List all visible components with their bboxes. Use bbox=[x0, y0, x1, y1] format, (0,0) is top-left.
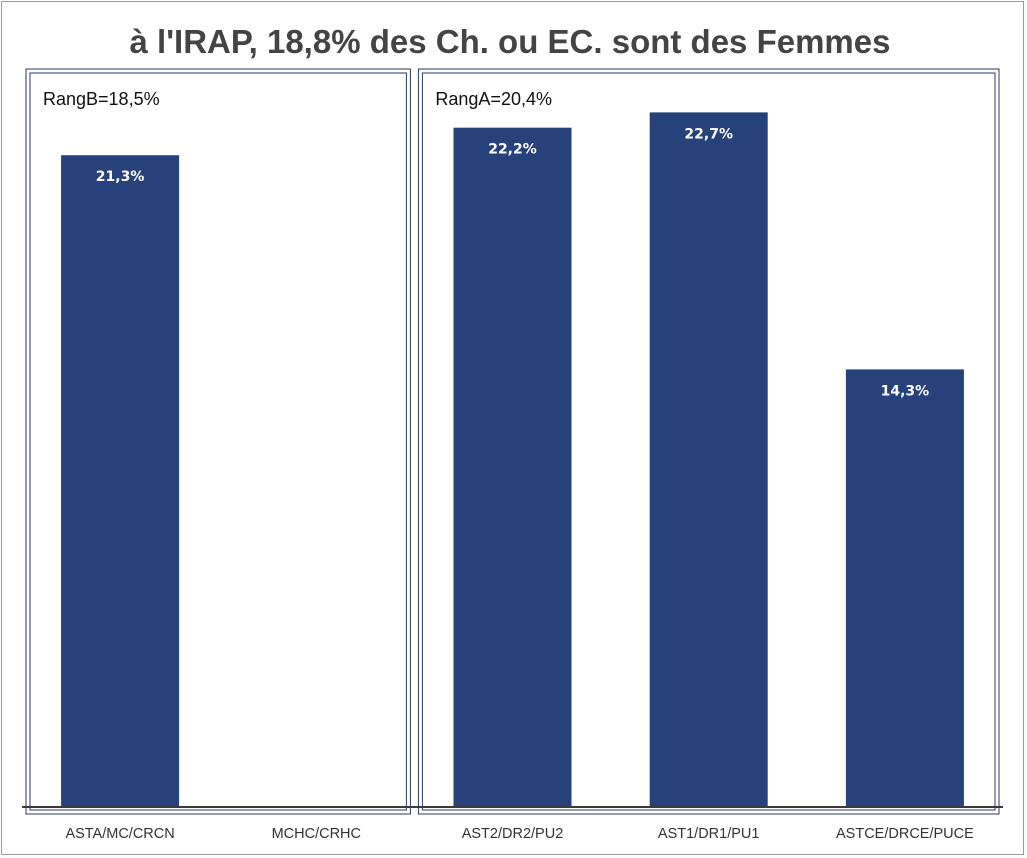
x-tick-label-4: ASTCE/DRCE/PUCE bbox=[836, 826, 974, 842]
group-label-1: RangA=20,4% bbox=[435, 89, 552, 109]
data-label-4: 14,3% bbox=[881, 383, 930, 399]
group-box-inner-0 bbox=[29, 72, 407, 811]
x-tick-label-2: AST2/DR2/PU2 bbox=[462, 826, 564, 842]
data-labels: 21,3% 22,2% 22,7% 14,3% bbox=[96, 126, 929, 399]
x-tick-label-0: ASTA/MC/CRCN bbox=[65, 826, 174, 842]
group-box-outer-1 bbox=[417, 68, 1000, 815]
x-tick-label-3: AST1/DR1/PU1 bbox=[658, 826, 760, 842]
bar-2 bbox=[453, 127, 572, 808]
group-box-outer-0 bbox=[25, 68, 411, 815]
data-label-3: 22,7% bbox=[684, 126, 733, 142]
bars bbox=[61, 112, 964, 808]
data-label-2: 22,2% bbox=[488, 142, 537, 158]
x-tick-label-1: MCHC/CRHC bbox=[272, 826, 361, 842]
group-label-0: RangB=18,5% bbox=[43, 89, 160, 109]
bar-0 bbox=[61, 155, 180, 808]
group-box-inner-1 bbox=[421, 72, 996, 811]
chart-title: à l'IRAP, 18,8% des Ch. ou EC. sont des … bbox=[130, 23, 891, 60]
group-boxes: RangB=18,5% RangA=20,4% bbox=[25, 68, 1000, 815]
bar-3 bbox=[649, 112, 768, 807]
bar-4 bbox=[845, 369, 964, 807]
x-tick-labels: ASTA/MC/CRCN MCHC/CRHC AST2/DR2/PU2 AST1/DR… bbox=[65, 826, 974, 842]
data-label-0: 21,3% bbox=[96, 169, 145, 185]
